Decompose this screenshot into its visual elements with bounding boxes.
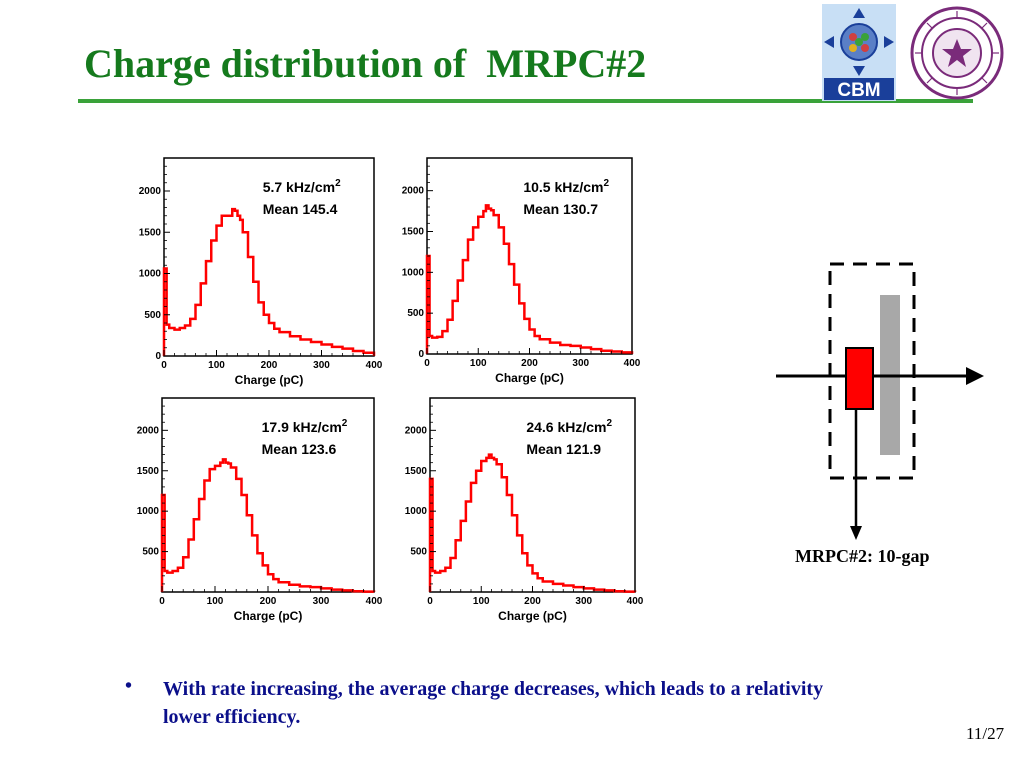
y-tick-label: 0 [155,351,161,362]
histogram-chart-3: 0 100 200 300 400 500 1000 1500 2000 Charge (pC) 1… [137,397,383,623]
y-tick-label: 1500 [402,227,425,238]
page-number: 11/27 [966,724,1005,743]
y-tick-label: 2000 [137,425,160,436]
x-tick-label: 400 [627,596,644,607]
rate-superscript: 2 [607,418,613,429]
mrpc-diagram [770,258,990,548]
y-tick-label: 1500 [137,466,160,477]
rate-label: 10.5 kHz/cm2 [523,178,609,195]
x-axis-title: Charge (pC) [234,609,303,623]
mean-label: Mean 145.4 [263,201,338,217]
histogram-panel-2: 0 100 200 300 400 0 500 1000 1500 2000 Charge (pC)… [385,150,655,390]
histogram-chart-2: 0 100 200 300 400 0 500 1000 1500 2000 Charge (pC)… [402,157,641,385]
x-tick-label: 100 [473,596,490,607]
x-tick-label: 100 [208,360,225,371]
university-seal [910,6,1004,100]
y-tick-label: 500 [144,310,161,321]
rate-label: 24.6 kHz/cm2 [526,418,612,435]
page-title: Charge distribution of MRPC#2 [84,41,647,86]
y-tick-label: 1500 [139,227,162,238]
bullet-text: With rate increasing, the average charge… [163,678,824,728]
x-tick-label: 400 [366,596,383,607]
histogram-series [428,453,637,593]
bullet-symbol: • [125,675,133,697]
y-tick-label: 1000 [402,267,425,278]
rate-superscript: 2 [342,418,348,429]
x-tick-label: 300 [575,596,592,607]
histogram-panel-3: 0 100 200 300 400 500 1000 1500 2000 Charge (pC) 1… [120,390,390,630]
y-tick-label: 0 [418,349,424,360]
histogram-chart-4: 0 100 200 300 400 500 1000 1500 2000 Charge (pC) 2… [405,397,644,623]
mean-label: Mean 121.9 [526,441,601,457]
cbm-logo: CBM [822,4,896,101]
x-axis-title: Charge (pC) [498,609,567,623]
y-tick-label: 2000 [402,186,425,197]
diagram-label: MRPC#2: 10-gap [795,546,930,566]
y-tick-label: 1000 [139,269,162,280]
y-tick-label: 1000 [137,506,160,517]
histogram-series [162,207,376,356]
plot-frame [429,397,636,593]
histogram-series [160,458,376,593]
x-tick-label: 100 [470,358,487,369]
y-tick-label: 2000 [405,425,428,436]
rate-superscript: 2 [604,178,610,189]
x-tick-label: 200 [524,596,541,607]
x-axis-title: Charge (pC) [495,371,564,385]
y-tick-label: 500 [407,308,424,319]
x-tick-label: 200 [261,360,278,371]
histogram-series [425,204,634,354]
x-tick-label: 0 [427,596,433,607]
mean-label: Mean 130.7 [523,201,598,217]
y-tick-label: 2000 [139,186,162,197]
plot-frame [161,397,375,593]
x-tick-label: 200 [521,358,538,369]
histogram-panel-1: 0 100 200 300 400 0 500 1000 1500 2000 Charge (pC)… [120,150,390,390]
x-tick-label: 400 [624,358,641,369]
mrpc-block [845,347,874,410]
y-tick-label: 1500 [405,466,428,477]
x-tick-label: 300 [313,596,330,607]
readout-arrow-head [850,526,862,540]
rate-label: 17.9 kHz/cm2 [262,418,348,435]
x-tick-label: 300 [572,358,589,369]
x-tick-label: 0 [161,360,167,371]
histogram-panel-4: 0 100 200 300 400 500 1000 1500 2000 Charge (pC) 2… [385,390,655,630]
x-tick-label: 100 [207,596,224,607]
title-underline [78,99,973,103]
y-tick-label: 500 [410,547,427,558]
mean-label: Mean 123.6 [262,441,337,457]
x-axis-title: Charge (pC) [235,373,304,387]
x-tick-label: 400 [366,360,383,371]
rate-label: 5.7 kHz/cm2 [263,178,341,195]
x-tick-label: 0 [424,358,430,369]
rate-superscript: 2 [335,178,341,189]
x-tick-label: 200 [260,596,277,607]
beam-arrow-head [966,367,984,385]
y-tick-label: 1000 [405,506,428,517]
x-tick-label: 0 [159,596,165,607]
histogram-chart-1: 0 100 200 300 400 0 500 1000 1500 2000 Charge (pC)… [139,157,383,387]
x-tick-label: 300 [313,360,330,371]
cbm-logo-text: CBM [837,80,880,101]
y-tick-label: 500 [142,547,159,558]
detector-outline [828,262,916,480]
